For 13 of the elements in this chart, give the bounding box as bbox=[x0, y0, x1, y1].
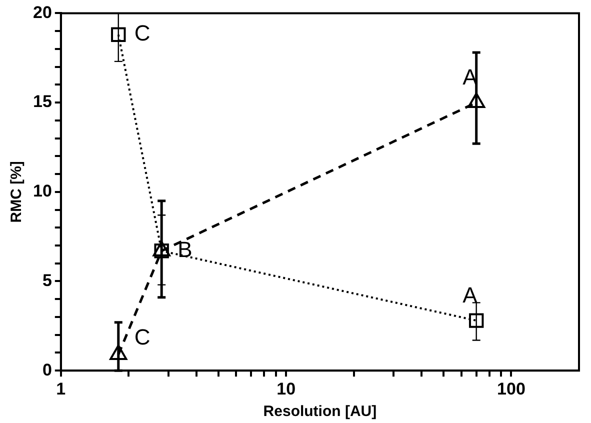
x-tick-label: 10 bbox=[276, 379, 296, 398]
y-tick-label: 10 bbox=[32, 182, 52, 201]
annotation: C bbox=[134, 20, 150, 46]
annotation: A bbox=[462, 282, 478, 308]
x-tick-label: 100 bbox=[497, 379, 526, 398]
x-tick-label: 1 bbox=[56, 379, 66, 398]
y-tick-label: 20 bbox=[32, 2, 52, 22]
y-tick-label: 15 bbox=[32, 92, 52, 112]
y-tick-label: 5 bbox=[42, 270, 52, 290]
y-axis-title: RMC [%] bbox=[8, 161, 26, 223]
x-axis-title: Resolution [AU] bbox=[263, 403, 377, 420]
annotation: C bbox=[134, 324, 150, 350]
y-tick-label: 0 bbox=[42, 360, 52, 380]
